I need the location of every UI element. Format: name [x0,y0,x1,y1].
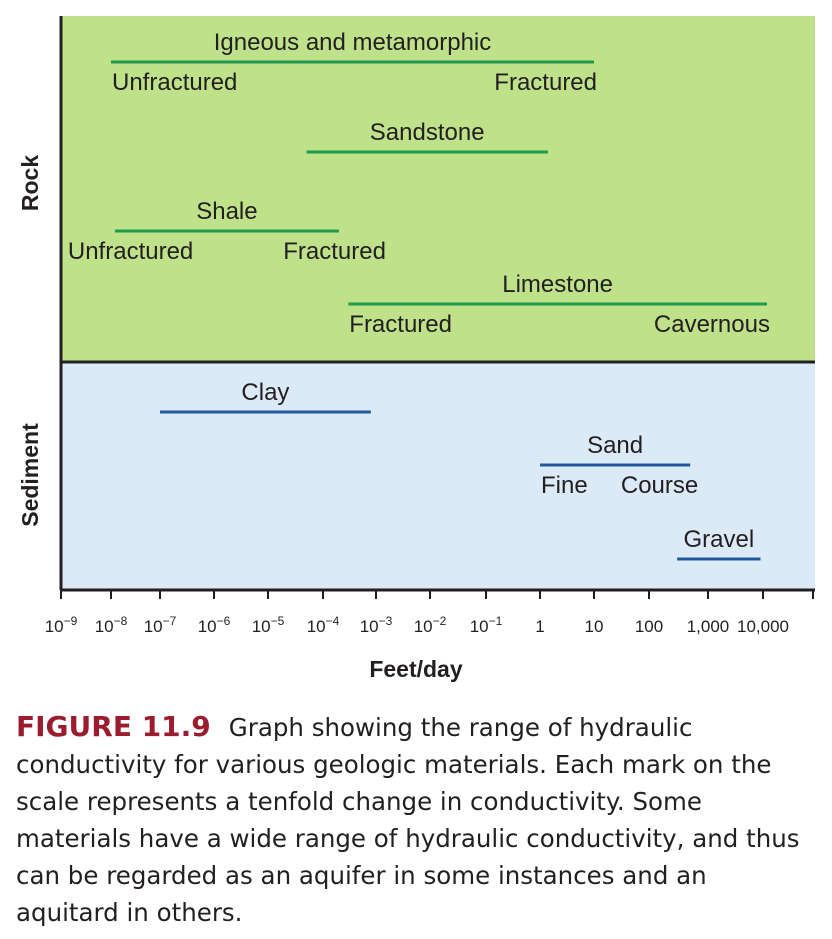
hydraulic-conductivity-chart: Rock Sediment 10−9 10−8 10−7 10−6 10−5 10−4 10−3… [17,16,815,682]
series-label-limestone: Limestone [502,271,613,298]
band-sediment [61,362,815,590]
x-tick-label: 10−4 [307,614,340,636]
x-axis-title: Feet/day [369,656,463,682]
series-label-igneous-and-metamorphic: Igneous and metamorphic [214,29,492,56]
series-label-shale: Shale [196,198,257,225]
series-label-sandstone: Sandstone [370,119,485,146]
x-tick-label: 1,000 [687,617,730,636]
band-label-rock: Rock [17,155,43,211]
low-label-sand: Fine [541,472,588,499]
figure-number: FIGURE 11.9 [16,710,211,743]
band-label-sediment: Sediment [17,423,43,527]
high-label-shale: Fractured [283,238,386,265]
x-tick-label: 10−6 [198,614,231,636]
series-label-clay: Clay [241,379,289,406]
x-tick-label: 10 [585,617,604,636]
x-tick-label: 10−3 [360,614,393,636]
figure-caption: FIGURE 11.9 Graph showing the range of hy… [16,708,816,931]
x-tick-label: 10−1 [470,614,503,636]
x-tick-label: 10−5 [252,614,285,636]
low-label-limestone: Fractured [349,311,452,338]
caption-text: Graph showing the range of hydraulic con… [16,713,800,927]
low-label-shale: Unfractured [68,238,193,265]
x-tick-label: 100 [635,617,663,636]
x-tick-label: 10−2 [414,614,447,636]
high-label-sand: Course [621,472,698,499]
x-tick-label: 10−8 [95,614,128,636]
high-label-limestone: Cavernous [654,311,770,338]
x-tick-label: 10−7 [144,614,177,636]
high-label-igneous-and-metamorphic: Fractured [494,69,597,96]
series-label-sand: Sand [587,432,643,459]
x-tick-label: 10−9 [45,614,78,636]
x-tick-label: 1 [535,617,544,636]
series-label-gravel: Gravel [683,526,754,553]
x-tick-label: 10,000 [737,617,789,636]
low-label-igneous-and-metamorphic: Unfractured [112,69,237,96]
